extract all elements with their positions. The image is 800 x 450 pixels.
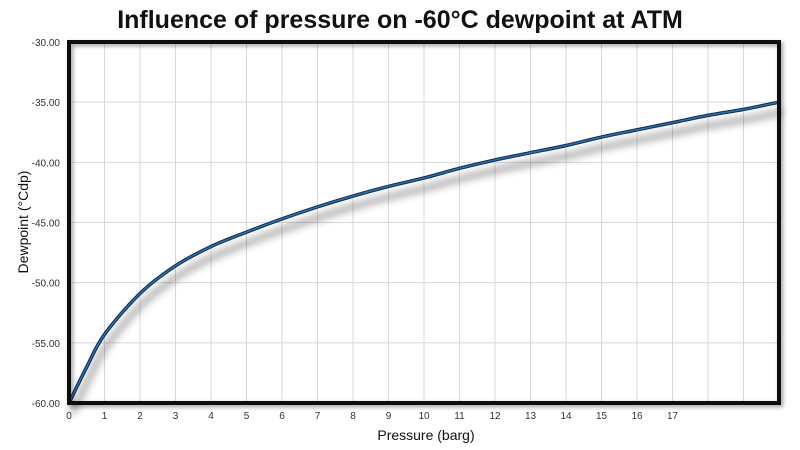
x-tick-label: 4 [208,411,214,422]
y-tick-label: -55.00 [32,339,61,350]
x-tick-label: 7 [315,411,321,422]
x-tick-label: 8 [350,411,356,422]
x-tick-label: 6 [279,411,285,422]
y-tick-label: -35.00 [32,98,61,109]
y-tick-label: -45.00 [32,219,61,230]
x-tick-label: 3 [173,411,179,422]
curve-shadow [69,109,783,415]
series-line-highlight [68,101,780,404]
x-tick-label: 5 [244,411,250,422]
x-tick-label: 17 [667,411,679,422]
x-tick-label: 0 [66,411,72,422]
y-tick-label: -60.00 [32,399,61,410]
x-tick-label: 14 [560,411,572,422]
x-tick-label: 1 [102,411,108,422]
x-tick-label: 16 [631,411,643,422]
grid [69,42,779,403]
y-axis-label: Dewpoint (°Cdp) [15,171,31,274]
y-tick-label: -40.00 [32,158,61,169]
x-tick-label: 12 [489,411,501,422]
x-tick-label: 13 [525,411,537,422]
chart-title: Influence of pressure on -60°C dewpoint … [117,6,683,34]
x-tick-label: 9 [386,411,392,422]
x-ticks: 0 1 2 3 4 5 6 7 8 9 10 11 12 13 14 15 16 17 [66,411,678,422]
y-ticks: -30.00 -35.00 -40.00 -45.00 -50.00 -55.00 -60.… [32,38,61,410]
y-tick-label: -50.00 [32,279,61,290]
plot-frame [67,40,781,405]
x-tick-label: 10 [418,411,430,422]
y-tick-label: -30.00 [32,38,61,49]
x-tick-label: 11 [454,411,465,422]
x-tick-label: 2 [137,411,143,422]
x-tick-label: 15 [596,411,608,422]
x-axis-label: Pressure (barg) [377,427,474,443]
